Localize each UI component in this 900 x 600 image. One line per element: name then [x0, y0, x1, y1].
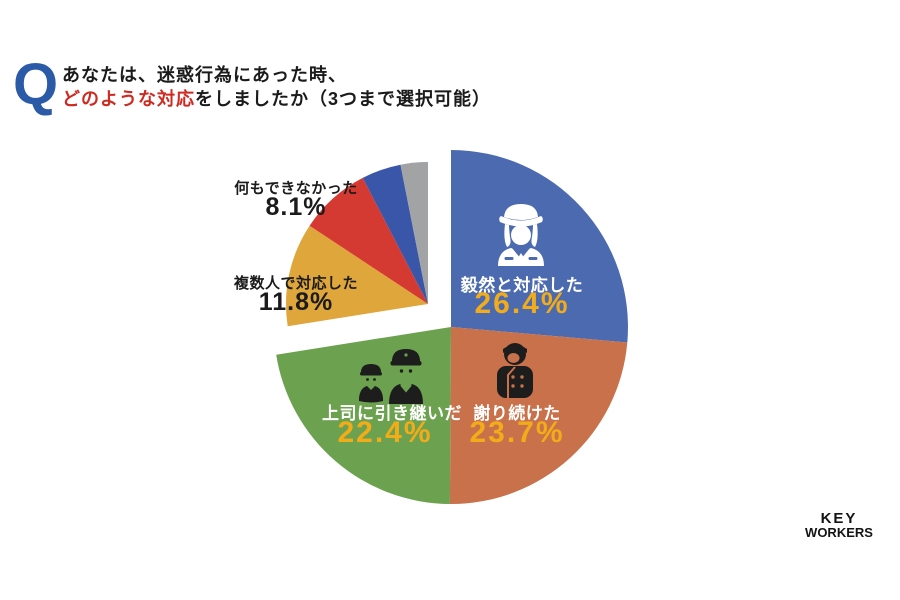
slice-pct-kizen: 26.4%: [474, 287, 570, 320]
ext-pct-nanimo: 8.1%: [265, 193, 327, 221]
logo-line1: KEY: [820, 510, 858, 527]
question-title: あなたは、迷惑行為にあった時、 どのような対応をしましたか（3つまで選択可能）: [62, 63, 491, 111]
slice-label-ayamari: 謝り続けた: [473, 404, 561, 423]
ext-label-nanimo: 何もできなかった: [234, 180, 358, 197]
station-attendant-icon: [498, 204, 544, 266]
pie-slice-joshi: [276, 327, 451, 504]
pie-slice-other2: [400, 162, 428, 304]
keyworkers-logo: KEY WORKERS: [803, 510, 875, 540]
slice-label-kizen: 毅然と対応した: [460, 276, 584, 295]
ext-pct-fukusuu: 11.8%: [258, 288, 334, 316]
question-line2-rest: をしましたか（3つまで選択可能）: [195, 89, 492, 109]
question-mark-logo: Q: [13, 52, 59, 117]
pie-slice-nanimo: [309, 177, 428, 304]
pie-slice-kizen: [451, 150, 628, 343]
pie-slice-ayamari: [449, 327, 628, 505]
slice-pct-joshi: 22.4%: [337, 416, 433, 449]
supervisor-handover-icon: [359, 349, 423, 404]
question-line1: あなたは、迷惑行為にあった時、: [62, 65, 347, 85]
slice-label-joshi: 上司に引き継いだ: [322, 404, 462, 423]
question-line2: どのような対応をしましたか（3つまで選択可能）: [62, 87, 491, 111]
pie-slice-other1: [362, 164, 428, 304]
slice-pct-ayamari: 23.7%: [469, 416, 565, 449]
logo-line2: WORKERS: [805, 525, 873, 540]
apologizing-staff-icon: [497, 343, 533, 398]
question-highlight: どのような対応: [62, 89, 195, 109]
pie-slice-fukusuu: [285, 225, 428, 327]
ext-label-fukusuu: 複数人で対応した: [233, 275, 358, 292]
